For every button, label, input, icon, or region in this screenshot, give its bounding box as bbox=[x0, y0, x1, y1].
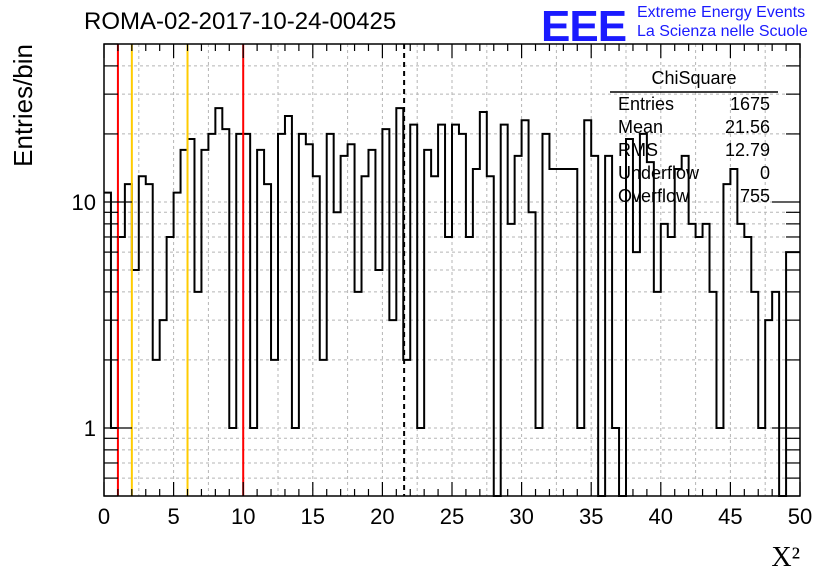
histogram-bin bbox=[264, 184, 271, 496]
histogram-bin bbox=[375, 270, 382, 496]
histogram-bin bbox=[445, 237, 452, 496]
histogram-bin bbox=[522, 120, 529, 496]
histogram-bin bbox=[236, 134, 243, 496]
histogram-bin bbox=[382, 129, 389, 496]
histogram-bin bbox=[682, 156, 689, 496]
stats-label: RMS bbox=[618, 140, 658, 160]
histogram-bin bbox=[222, 129, 229, 496]
histogram-bin bbox=[793, 252, 800, 496]
histogram-line bbox=[104, 107, 800, 497]
histogram-bin bbox=[132, 270, 139, 496]
logo-caption-line1: Extreme Energy Events bbox=[637, 4, 806, 21]
histogram-bin bbox=[389, 320, 396, 496]
histogram-bin bbox=[174, 193, 181, 496]
histogram-bin bbox=[515, 156, 522, 496]
x-tick-label: 15 bbox=[301, 504, 325, 529]
histogram-bin bbox=[772, 292, 779, 496]
histogram-bin bbox=[675, 169, 682, 496]
histogram-bin bbox=[194, 292, 201, 496]
histogram-bin bbox=[341, 156, 348, 496]
stats-value: 21.56 bbox=[725, 117, 770, 137]
histogram-bin bbox=[751, 292, 758, 496]
histogram-bin bbox=[438, 125, 445, 496]
histogram-bin bbox=[327, 134, 334, 496]
histogram-bin bbox=[355, 292, 362, 496]
histogram-bin bbox=[591, 156, 598, 496]
histogram-bin bbox=[730, 169, 737, 496]
stats-title: ChiSquare bbox=[651, 68, 736, 88]
logo-caption-line2: La Scienza nelle Scuole bbox=[637, 23, 808, 40]
histogram-bin bbox=[556, 169, 563, 496]
histogram-bin bbox=[584, 120, 591, 496]
histogram-bin bbox=[167, 237, 174, 496]
histogram-bin bbox=[278, 134, 285, 496]
histogram-bin bbox=[696, 237, 703, 496]
histogram-bin bbox=[208, 134, 215, 496]
x-tick-label: 50 bbox=[788, 504, 812, 529]
y-tick-label: 10 bbox=[72, 190, 96, 215]
histogram-bin bbox=[104, 193, 111, 496]
histogram-bin bbox=[563, 169, 570, 496]
histogram-bin bbox=[452, 125, 459, 496]
y-axis-label: Entries/bin bbox=[8, 44, 38, 167]
histogram-bin bbox=[299, 134, 306, 496]
histogram-bin bbox=[410, 125, 417, 496]
histogram-bin bbox=[118, 237, 125, 496]
x-tick-label: 20 bbox=[370, 504, 394, 529]
histogram-bin bbox=[765, 320, 772, 496]
histogram-bin bbox=[570, 169, 577, 496]
stats-label: Entries bbox=[618, 94, 674, 114]
histogram-bin bbox=[654, 292, 661, 496]
histogram-bin bbox=[786, 252, 793, 496]
histogram-bin bbox=[160, 320, 167, 496]
x-tick-label: 40 bbox=[649, 504, 673, 529]
stats-value: 0 bbox=[760, 163, 770, 183]
x-tick-label: 5 bbox=[167, 504, 179, 529]
histogram-bin bbox=[605, 156, 612, 496]
x-tick-label: 45 bbox=[718, 504, 742, 529]
histogram-bin bbox=[473, 169, 480, 496]
histogram-bin bbox=[668, 237, 675, 496]
histogram-bin bbox=[188, 139, 195, 496]
eee-logo: EEE bbox=[541, 2, 627, 51]
x-tick-label: 35 bbox=[579, 504, 603, 529]
histogram-bin bbox=[542, 134, 549, 496]
stats-value: 12.79 bbox=[725, 140, 770, 160]
histogram-bin bbox=[710, 292, 717, 496]
stats-label: Underflow bbox=[618, 163, 700, 183]
histogram-bin bbox=[466, 237, 473, 496]
histogram-bin bbox=[285, 116, 292, 496]
histogram-bin bbox=[459, 134, 466, 496]
y-tick-label: 1 bbox=[84, 416, 96, 441]
stats-label: Mean bbox=[618, 117, 663, 137]
x-tick-label: 10 bbox=[231, 504, 255, 529]
histogram-bin bbox=[243, 134, 250, 496]
histogram-bin bbox=[723, 184, 730, 496]
histogram-bin bbox=[501, 125, 508, 496]
histogram-bin bbox=[334, 212, 341, 496]
chart-title: ROMA-02-2017-10-24-00425 bbox=[84, 8, 397, 35]
x-axis-label: X² bbox=[771, 542, 800, 572]
x-tick-label: 25 bbox=[440, 504, 464, 529]
stats-value: 755 bbox=[740, 186, 770, 206]
histogram-bin bbox=[529, 212, 536, 496]
x-tick-label: 30 bbox=[509, 504, 533, 529]
histogram-bin bbox=[549, 169, 556, 496]
stats-label: Overflow bbox=[618, 186, 690, 206]
stats-value: 1675 bbox=[730, 94, 770, 114]
histogram-bin bbox=[633, 252, 640, 496]
x-tick-label: 0 bbox=[98, 504, 110, 529]
histogram-bin bbox=[146, 184, 153, 496]
histogram-bin bbox=[125, 184, 132, 496]
histogram-bin bbox=[744, 237, 751, 496]
